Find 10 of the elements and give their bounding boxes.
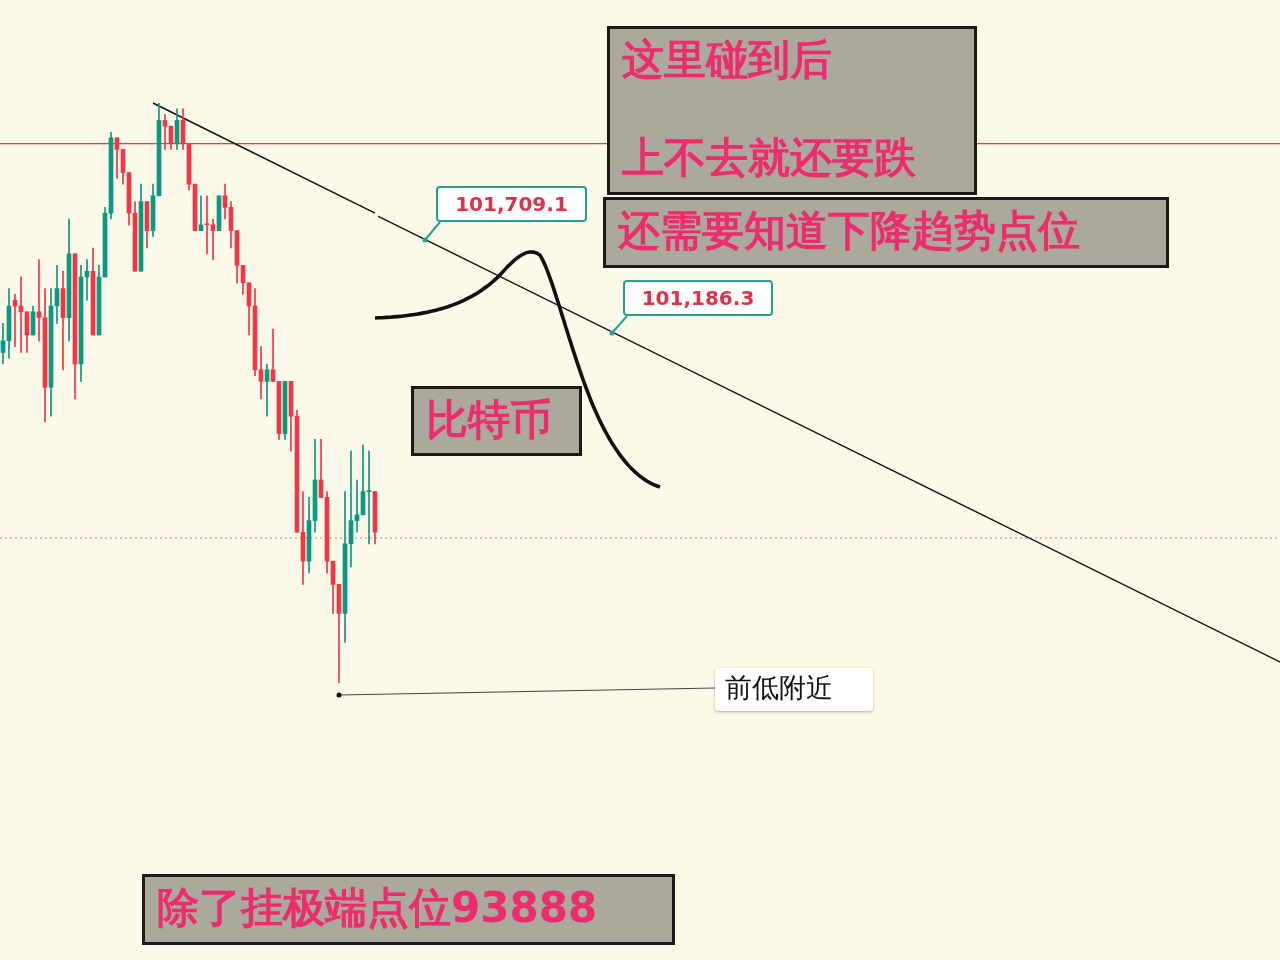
text: 这里碰到后 bbox=[622, 35, 833, 86]
text: 101,186.3 bbox=[625, 282, 771, 314]
text: 除了挂极端点位93888 bbox=[157, 883, 599, 934]
text: 还需要知道下降趋势点位 bbox=[618, 206, 1081, 257]
text: 101,709.1 bbox=[438, 188, 585, 220]
text: 上不去就还要跌 bbox=[622, 133, 917, 184]
candlestick bbox=[216, 195, 222, 231]
candlestick bbox=[192, 183, 198, 231]
text: 比特币 bbox=[426, 395, 553, 446]
text: 前低附近 bbox=[725, 671, 834, 705]
